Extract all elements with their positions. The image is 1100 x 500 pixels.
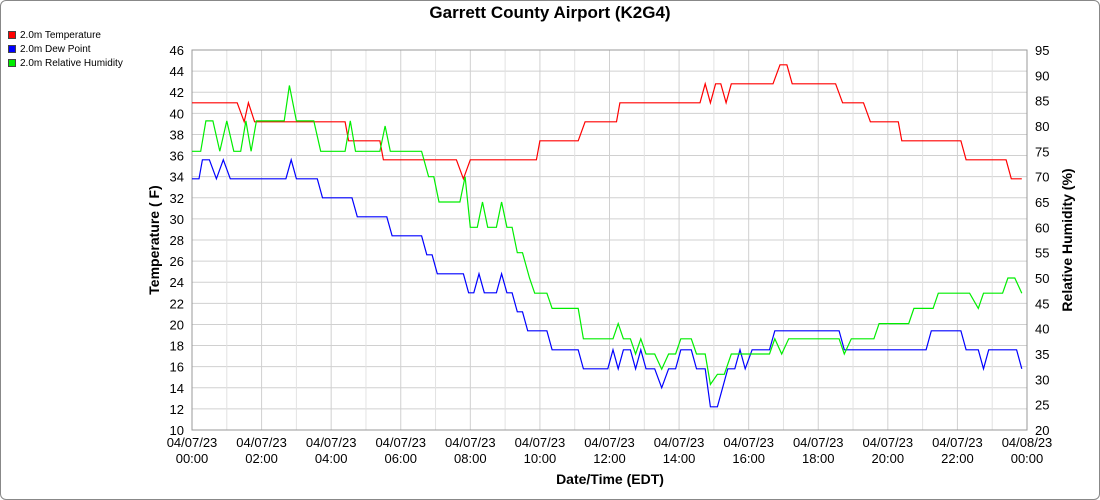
- x-tick-time-label: 16:00: [732, 451, 765, 466]
- y-right-tick-label: 80: [1035, 119, 1049, 134]
- y-left-tick-label: 42: [170, 85, 184, 100]
- y-right-tick-label: 45: [1035, 296, 1049, 311]
- x-tick-time-label: 04:00: [315, 451, 348, 466]
- y-left-tick-label: 46: [170, 43, 184, 58]
- y-right-tick-label: 90: [1035, 68, 1049, 83]
- y-right-tick-label: 85: [1035, 94, 1049, 109]
- legend-label-temperature: 2.0m Temperature: [20, 29, 101, 41]
- legend-item-relative-humidity: 2.0m Relative Humidity: [8, 56, 123, 70]
- y-left-tick-label: 34: [170, 170, 184, 185]
- y-left-tick-label: 14: [170, 381, 184, 396]
- x-tick-date-label: 04/07/23: [793, 435, 844, 450]
- x-tick-date-label: 04/07/23: [445, 435, 496, 450]
- legend-label-relative-humidity: 2.0m Relative Humidity: [20, 57, 123, 69]
- y-right-tick-label: 60: [1035, 220, 1049, 235]
- legend-swatch-relative-humidity: [8, 59, 16, 67]
- y-left-tick-label: 24: [170, 275, 184, 290]
- x-axis-label: Date/Time (EDT): [556, 471, 664, 487]
- y-left-tick-label: 28: [170, 233, 184, 248]
- y-right-tick-label: 20: [1035, 423, 1049, 438]
- y-right-tick-label: 40: [1035, 322, 1049, 337]
- plot-area: [191, 49, 1028, 431]
- legend-item-temperature: 2.0m Temperature: [8, 28, 123, 42]
- y-right-tick-label: 65: [1035, 195, 1049, 210]
- legend-label-dew-point: 2.0m Dew Point: [20, 43, 91, 55]
- y-right-tick-label: 30: [1035, 372, 1049, 387]
- y-left-tick-label: 38: [170, 127, 184, 142]
- x-tick-date-label: 04/07/23: [932, 435, 983, 450]
- x-tick-date-label: 04/07/23: [863, 435, 914, 450]
- x-tick-time-label: 14:00: [663, 451, 696, 466]
- x-tick-date-label: 04/07/23: [723, 435, 774, 450]
- x-tick-date-label: 04/07/23: [584, 435, 635, 450]
- y-left-tick-label: 40: [170, 106, 184, 121]
- legend-swatch-temperature: [8, 31, 16, 39]
- x-tick-time-label: 00:00: [1011, 451, 1044, 466]
- legend-item-dew-point: 2.0m Dew Point: [8, 42, 123, 56]
- x-tick-time-label: 00:00: [176, 451, 209, 466]
- y-left-tick-label: 36: [170, 149, 184, 164]
- x-tick-time-label: 22:00: [941, 451, 974, 466]
- x-tick-date-label: 04/07/23: [375, 435, 426, 450]
- x-tick-date-label: 04/07/23: [236, 435, 287, 450]
- x-tick-date-label: 04/07/23: [306, 435, 357, 450]
- chart-title: Garrett County Airport (K2G4): [429, 3, 671, 22]
- x-tick-date-label: 04/07/23: [167, 435, 218, 450]
- y-axis-right-label: Relative Humidity (%): [1059, 168, 1075, 311]
- y-left-tick-label: 22: [170, 296, 184, 311]
- y-right-tick-label: 35: [1035, 347, 1049, 362]
- y-left-tick-label: 30: [170, 212, 184, 227]
- y-right-tick-label: 75: [1035, 144, 1049, 159]
- x-tick-date-label: 04/07/23: [654, 435, 705, 450]
- series-line-2-0m-temperature: [192, 64, 1022, 181]
- y-axis-left-label: Temperature ( F): [146, 185, 162, 294]
- y-left-tick-label: 32: [170, 191, 184, 206]
- y-left-tick-label: 44: [170, 64, 184, 79]
- x-tick-time-label: 02:00: [245, 451, 278, 466]
- series-line-2-0m-relative-humidity: [192, 85, 1023, 386]
- legend: 2.0m Temperature 2.0m Dew Point 2.0m Rel…: [8, 28, 123, 70]
- series-line-2-0m-dew-point: [192, 157, 1023, 408]
- y-left-tick-label: 12: [170, 402, 184, 417]
- y-left-tick-label: 26: [170, 254, 184, 269]
- y-left-tick-label: 16: [170, 360, 184, 375]
- x-tick-time-label: 08:00: [454, 451, 487, 466]
- x-tick-time-label: 06:00: [384, 451, 417, 466]
- y-right-tick-label: 70: [1035, 170, 1049, 185]
- x-tick-time-label: 18:00: [802, 451, 835, 466]
- y-left-tick-label: 20: [170, 317, 184, 332]
- y-right-tick-label: 55: [1035, 246, 1049, 261]
- y-right-tick-label: 25: [1035, 398, 1049, 413]
- y-left-tick-label: 18: [170, 339, 184, 354]
- x-tick-time-label: 10:00: [524, 451, 557, 466]
- x-tick-date-label: 04/08/23: [1002, 435, 1053, 450]
- x-tick-date-label: 04/07/23: [515, 435, 566, 450]
- x-tick-time-label: 20:00: [872, 451, 905, 466]
- y-left-tick-label: 10: [170, 423, 184, 438]
- y-right-tick-label: 95: [1035, 43, 1049, 58]
- x-tick-time-label: 12:00: [593, 451, 626, 466]
- legend-swatch-dew-point: [8, 45, 16, 53]
- y-right-tick-label: 50: [1035, 271, 1049, 286]
